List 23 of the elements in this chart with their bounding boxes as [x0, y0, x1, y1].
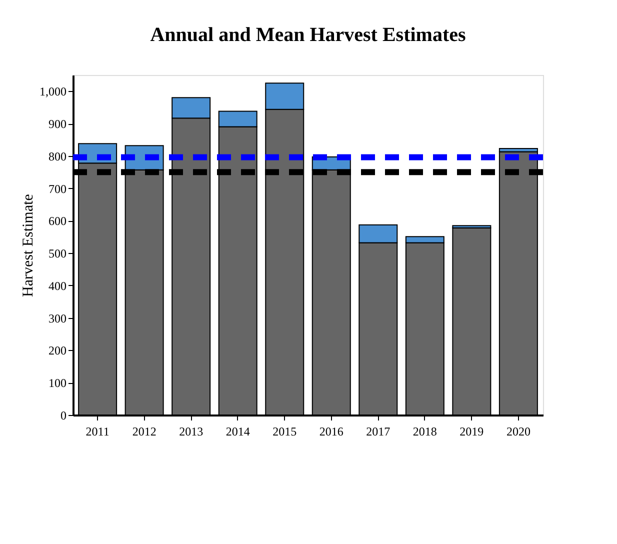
y-tick-label: 0	[60, 408, 66, 422]
x-tick-label: 2015	[272, 424, 297, 438]
y-tick-label: 1,000	[40, 84, 66, 99]
x-tick-label: 2018	[412, 424, 437, 438]
x-tick-label: 2014	[226, 424, 250, 438]
x-tick-label: 2019	[460, 424, 484, 438]
x-tick-label: 2011	[86, 424, 110, 438]
y-tick-label: 700	[48, 182, 66, 196]
chart-title: Annual and Mean Harvest Estimates	[150, 24, 466, 46]
y-tick-label: 800	[48, 149, 66, 164]
x-tick-label: 2020	[506, 424, 530, 438]
y-tick-label: 600	[48, 214, 66, 228]
x-tick-label: 2013	[179, 424, 204, 438]
y-axis-title: Harvest Estimate	[20, 194, 36, 297]
x-tick-label: 2012	[132, 424, 156, 438]
x-tick-label: 2016	[319, 424, 344, 438]
y-tick-label: 100	[48, 376, 66, 390]
y-tick-label: 900	[48, 117, 66, 132]
y-tick-label: 200	[48, 344, 66, 358]
y-tick-label: 400	[48, 278, 66, 293]
y-tick-label: 300	[48, 311, 66, 326]
x-tick-label: 2017	[366, 424, 390, 438]
y-tick-label: 500	[48, 246, 66, 261]
